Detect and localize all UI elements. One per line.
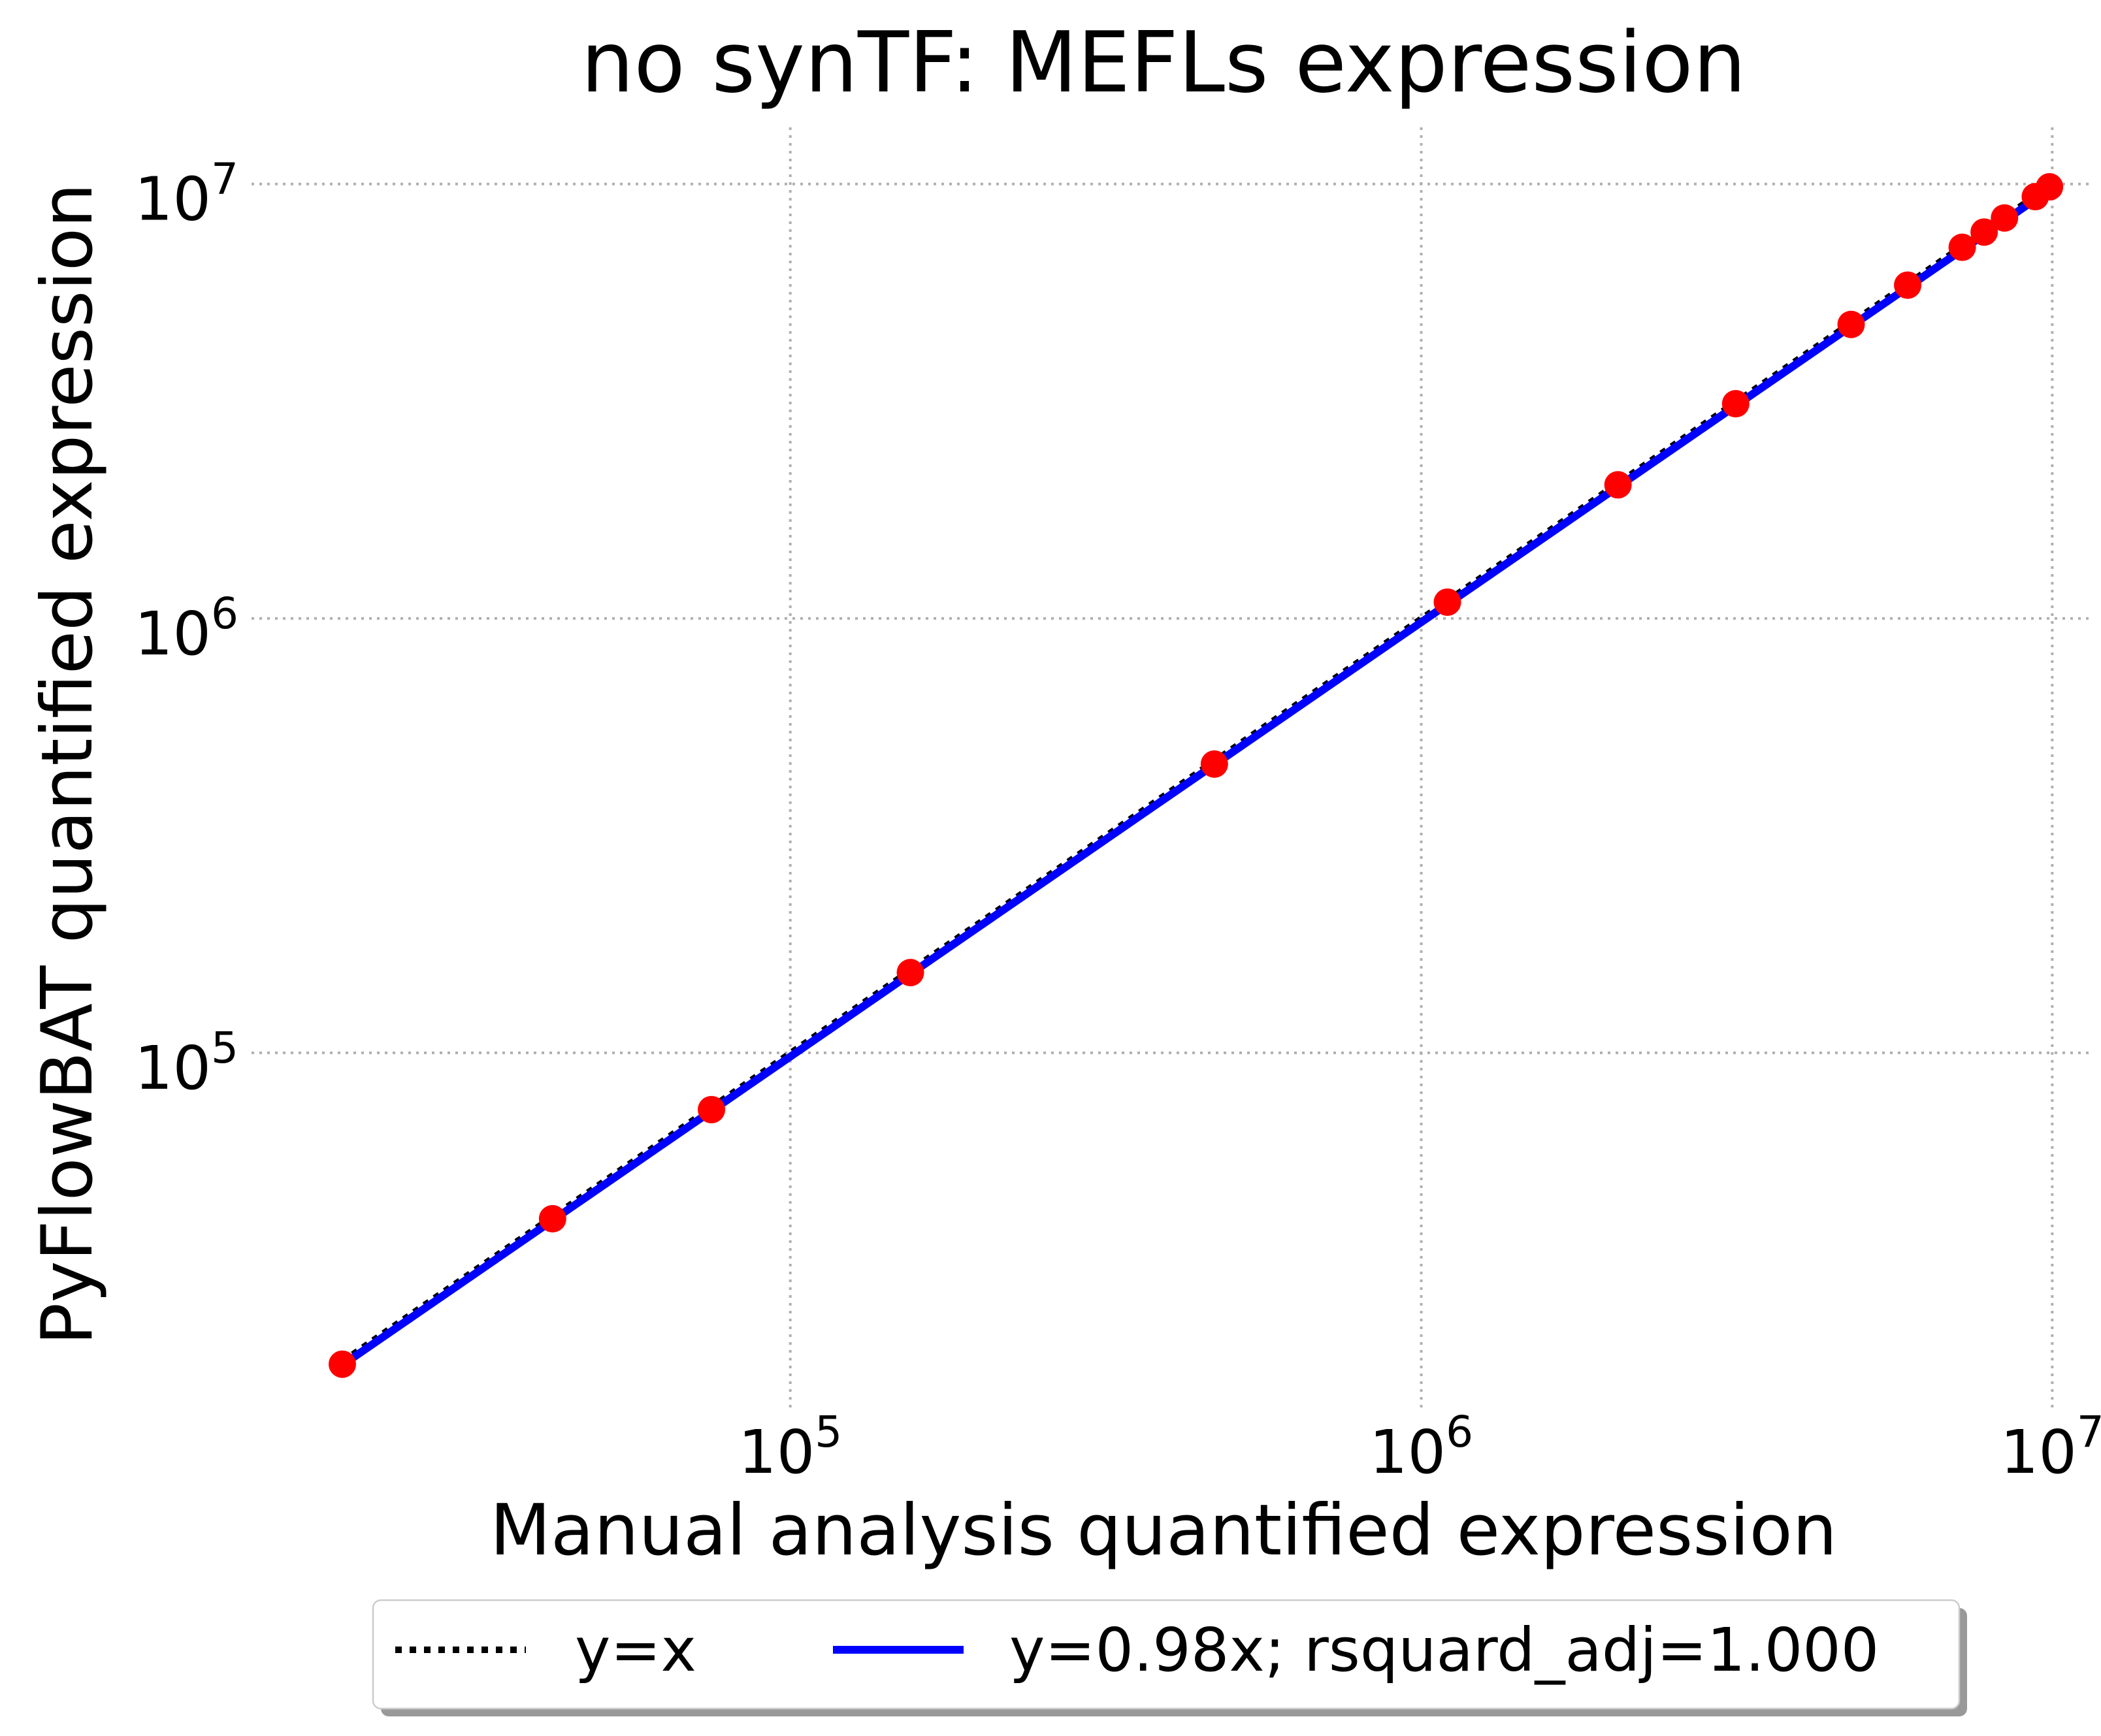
y-axis-label: PyFlowBAT quantified expression: [27, 183, 108, 1345]
data-point-12: [1991, 204, 2019, 232]
data-point-0: [328, 1350, 356, 1378]
x-tick-label-1: 106: [1369, 1407, 1473, 1487]
legend: y=x y=0.98x; rsquard_adj=1.000: [372, 1599, 1967, 1716]
grid: [252, 127, 2091, 1411]
data-point-14: [2036, 173, 2064, 201]
data-point-7: [1721, 390, 1750, 418]
x-axis-label: Manual analysis quantified expression: [490, 1490, 1837, 1571]
legend-label-y-equals-x: y=x: [575, 1615, 696, 1685]
data-point-9: [1894, 271, 1922, 299]
y-tick-label-0: 105: [135, 1023, 238, 1103]
series-line-1: [340, 186, 2052, 1368]
data-point-4: [1200, 750, 1228, 778]
data-point-1: [538, 1205, 566, 1233]
x-tick-label-2: 107: [2000, 1407, 2101, 1487]
chart-title: no synTF: MEFLs expression: [581, 14, 1746, 112]
y-tick-label-1: 106: [135, 588, 238, 669]
data-point-10: [1948, 233, 1976, 261]
data-point-6: [1604, 471, 1632, 499]
data-point-2: [698, 1095, 726, 1123]
data-point-3: [896, 959, 924, 987]
data-point-5: [1433, 588, 1461, 616]
data-point-11: [1970, 218, 1998, 246]
fit-lines: [340, 183, 2052, 1368]
x-tick-label-0: 105: [738, 1407, 842, 1487]
y-tick-labels: 105 106 107: [135, 154, 238, 1103]
x-tick-labels: 105 106 107: [738, 1407, 2101, 1487]
y-tick-label-2: 107: [135, 154, 238, 234]
data-points: [328, 173, 2064, 1378]
legend-label-fit: y=0.98x; rsquard_adj=1.000: [1009, 1615, 1879, 1685]
data-point-8: [1837, 310, 1865, 338]
